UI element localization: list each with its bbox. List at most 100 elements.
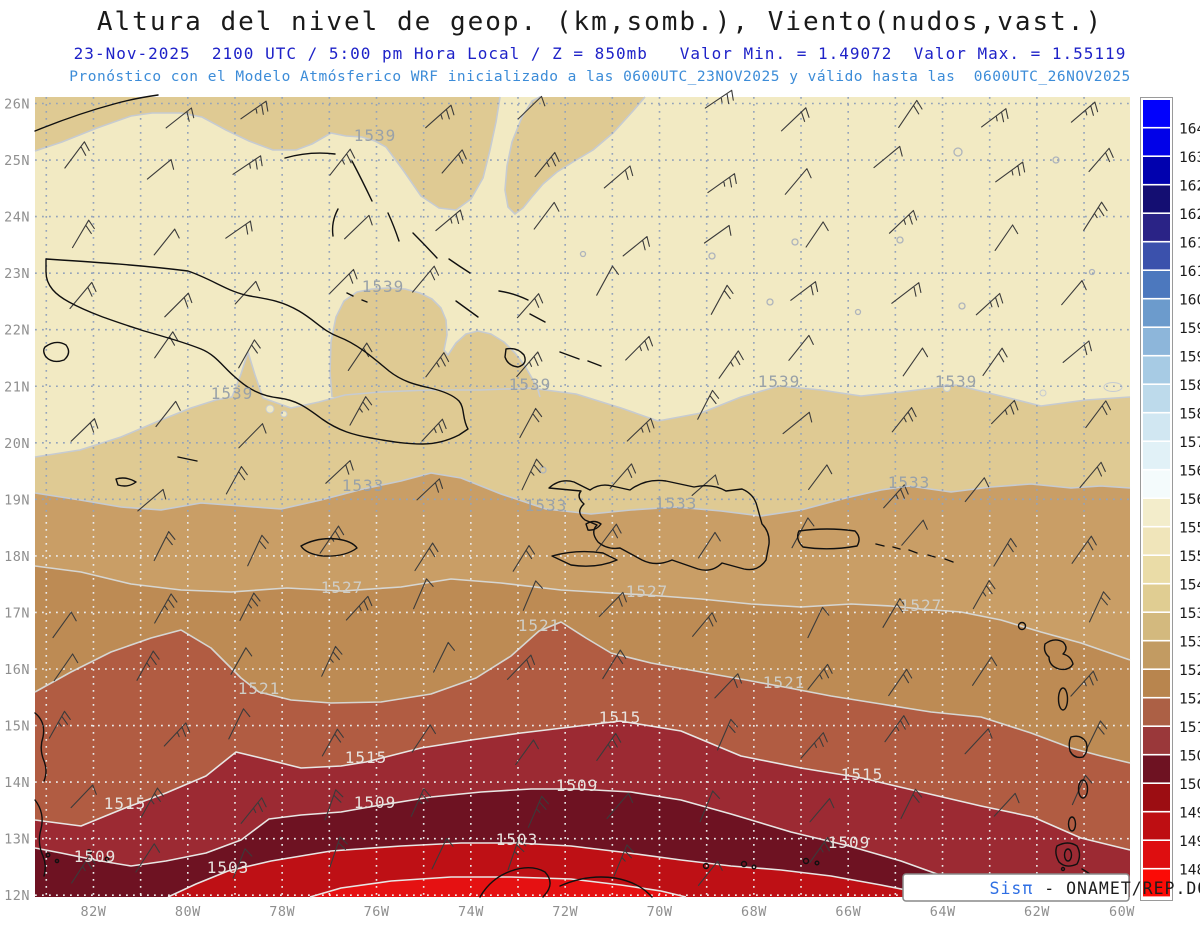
colorbar-label-1509: 1509 — [1179, 749, 1200, 765]
cayman-islands — [115, 456, 198, 487]
colorbar-label-1485: 1485 — [1179, 863, 1200, 879]
colorbar-label-1641: 1641 — [1179, 122, 1200, 138]
lat-label-25N: 25N — [4, 153, 30, 169]
contour-1539-north — [34, 96, 501, 211]
colorbar-label-1569: 1569 — [1179, 464, 1200, 480]
lon-label-82W: 82W — [81, 904, 107, 920]
contour-label-1521: 1521 — [518, 616, 561, 635]
colorbar-swatch-12 — [1143, 442, 1170, 469]
cream-spot — [280, 410, 288, 418]
contour-label-1539: 1539 — [362, 277, 405, 296]
colorbar-label-1551: 1551 — [1179, 549, 1200, 565]
contour-label-1515: 1515 — [599, 708, 642, 727]
lon-label-66W: 66W — [835, 904, 861, 920]
contour-label-1521: 1521 — [763, 673, 806, 692]
colorbar-swatch-22 — [1143, 727, 1170, 754]
contour-1539-northeast — [504, 96, 646, 215]
colorbar-swatch-16 — [1143, 556, 1170, 583]
colorbar-label-1581: 1581 — [1179, 407, 1200, 423]
gridlines-upper — [35, 97, 1130, 515]
contour-label-1533: 1533 — [655, 494, 698, 513]
contour-1509 — [34, 788, 987, 898]
colorbar-label-1533: 1533 — [1179, 635, 1200, 651]
band-tan-northeast-lobe — [505, 97, 645, 214]
contour-label-1539: 1539 — [211, 384, 254, 403]
contour-label-1539: 1539 — [758, 372, 801, 391]
graticule-gridlines — [35, 97, 1130, 897]
lon-label-76W: 76W — [364, 904, 390, 920]
contour-label-1539: 1539 — [509, 375, 552, 394]
lat-label-16N: 16N — [4, 662, 30, 678]
contour-label-1521: 1521 — [238, 679, 281, 698]
lesser-antilles — [875, 543, 1089, 872]
colorbar-swatch-13 — [1143, 470, 1170, 498]
watermark: Sisπ - ONAMET/REP.DOM. — [902, 873, 1200, 902]
colorbar-swatch-9 — [1143, 356, 1170, 384]
colorbar-label-1605: 1605 — [1179, 293, 1200, 309]
watermark-brand: Sisπ — [990, 879, 1034, 898]
colorbar-swatch-3 — [1143, 185, 1170, 213]
colorbar-label-1521: 1521 — [1179, 692, 1200, 708]
lon-label-60W: 60W — [1109, 904, 1135, 920]
lat-label-24N: 24N — [4, 210, 30, 226]
colorbar-swatch-11 — [1143, 413, 1170, 441]
contour-label-1533: 1533 — [342, 476, 385, 495]
lon-label-74W: 74W — [458, 904, 484, 920]
band-tan-cuba-tongue — [330, 288, 540, 397]
colorbar-label-1515: 1515 — [1179, 720, 1200, 736]
gridlines-lower — [35, 515, 1130, 897]
colorbar-label-1545: 1545 — [1179, 578, 1200, 594]
contour-label-1509: 1509 — [354, 793, 397, 812]
watermark-box — [902, 873, 1130, 902]
contour-1533 — [34, 472, 1131, 517]
lon-label-78W: 78W — [269, 904, 295, 920]
colorbar-swatch-5 — [1143, 242, 1170, 270]
colorbar-swatch-7 — [1143, 299, 1170, 327]
colorbar-swatch-4 — [1143, 214, 1170, 241]
latitude-axis: 26N 25N 24N 23N 22N 21N 20N 19N 18N 17N 16N 15N 14N 1… — [4, 97, 30, 905]
lat-label-15N: 15N — [4, 719, 30, 735]
colorbar-label-1617: 1617 — [1179, 236, 1200, 252]
contour-label-1515: 1515 — [345, 748, 388, 767]
colorbar-label-1635: 1635 — [1179, 150, 1200, 166]
band-red — [168, 843, 938, 897]
lon-label-80W: 80W — [175, 904, 201, 920]
florida-coast — [34, 94, 159, 132]
cream-spot — [265, 404, 275, 414]
watermark-text: Sisπ - ONAMET/REP.DOM. — [913, 879, 1200, 898]
lon-label-70W: 70W — [647, 904, 673, 920]
colorbar-label-1587: 1587 — [1179, 378, 1200, 394]
colorbar-label-1557: 1557 — [1179, 521, 1200, 537]
lat-label-20N: 20N — [4, 436, 30, 452]
colorbar-swatch-17 — [1143, 584, 1170, 612]
lat-label-13N: 13N — [4, 832, 30, 848]
contour-label-1527: 1527 — [321, 578, 364, 597]
lat-label-23N: 23N — [4, 266, 30, 282]
contour-label-1503: 1503 — [496, 830, 539, 849]
lon-label-68W: 68W — [741, 904, 767, 920]
wind-barbs — [48, 89, 1114, 886]
colorbar-swatch-1 — [1143, 128, 1170, 156]
contour-1539-south — [34, 351, 1131, 458]
colorbar-label-1503: 1503 — [1179, 777, 1200, 793]
contour-label-1533: 1533 — [888, 473, 931, 492]
contour-value-labels: 1539 1539 1539 1539 1539 1539 1533 1533 1533 1533… — [74, 126, 977, 877]
lat-label-21N: 21N — [4, 379, 30, 395]
cream-spot — [1039, 389, 1047, 397]
contour-label-1509: 1509 — [828, 833, 871, 852]
lon-label-64W: 64W — [930, 904, 956, 920]
colorbar-label-1629: 1629 — [1179, 179, 1200, 195]
colorbar-swatch-6 — [1143, 271, 1170, 298]
contour-label-1515: 1515 — [104, 794, 147, 813]
colorbar-swatch-19 — [1143, 641, 1170, 669]
colorbar-swatch-2 — [1143, 157, 1170, 184]
lat-label-18N: 18N — [4, 549, 30, 565]
colorbar-label-1563: 1563 — [1179, 492, 1200, 508]
band-tan-north — [35, 97, 500, 210]
cuba-coast — [45, 258, 469, 445]
contour-label-1533: 1533 — [525, 496, 568, 515]
colorbar-swatch-8 — [1143, 328, 1170, 355]
lat-label-26N: 26N — [4, 97, 30, 113]
jamaica — [300, 537, 358, 557]
